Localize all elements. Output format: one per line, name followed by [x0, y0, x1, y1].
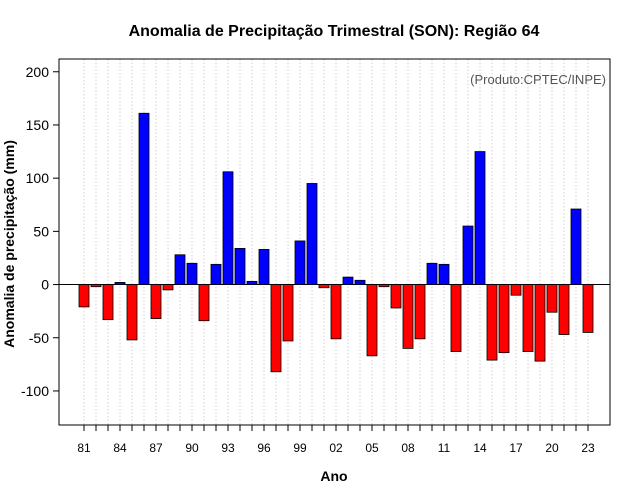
x-tick-label: 08: [401, 441, 415, 455]
bar-1987: [150, 284, 162, 320]
x-tick-label: 17: [509, 441, 523, 455]
x-tick-label: 96: [257, 441, 271, 455]
bar-2013: [462, 225, 474, 285]
bar-1982: [90, 284, 102, 288]
bar-1993: [222, 171, 234, 285]
bar-2011: [438, 263, 450, 285]
bar-2000: [306, 183, 318, 285]
bar-1999: [294, 240, 306, 285]
bar-2006: [378, 284, 390, 288]
y-tick-label: -100: [21, 383, 49, 399]
bar-1990: [186, 262, 198, 285]
y-tick-label: 200: [26, 64, 50, 80]
x-tick-label: 05: [365, 441, 379, 455]
x-tick-label: 23: [581, 441, 595, 455]
bar-2012: [450, 284, 462, 352]
bar-1984: [114, 282, 126, 285]
bar-2008: [402, 284, 414, 349]
bar-1998: [282, 284, 294, 342]
bar-1985: [126, 284, 138, 341]
bar-2022: [570, 208, 582, 285]
x-tick-label: 20: [545, 441, 559, 455]
bar-1997: [270, 284, 282, 373]
x-axis: 81 84 87 90 93 96 99 02 05 08 11 14 17 20 23: [77, 425, 595, 455]
y-axis-label: Anomalia de precipitação (mm): [1, 140, 17, 348]
bar-2016: [498, 284, 510, 354]
x-tick-label: 81: [77, 441, 91, 455]
bar-1986: [138, 112, 150, 285]
bar-2020: [546, 284, 558, 313]
x-tick-label: 99: [293, 441, 307, 455]
bar-2009: [414, 284, 426, 340]
bar-2007: [390, 284, 402, 309]
bar-1989: [174, 254, 186, 285]
bar-2015: [486, 284, 498, 361]
y-tick-label: 50: [33, 223, 49, 239]
bar-1995: [246, 280, 258, 285]
x-tick-label: 02: [329, 441, 343, 455]
bar-1988: [162, 284, 174, 291]
bar-1994: [234, 247, 246, 285]
x-tick-label: 84: [113, 441, 127, 455]
y-tick-label: 0: [41, 277, 49, 293]
x-axis-label: Ano: [320, 468, 347, 484]
y-tick-label: 100: [26, 170, 50, 186]
plot-frame: [58, 58, 611, 426]
bar-2003: [342, 276, 354, 285]
bar-1991: [198, 284, 210, 322]
bar-2023: [582, 284, 594, 333]
chart-title: Anomalia de Precipitação Trimestral (SON…: [129, 23, 540, 40]
bar-1992: [210, 263, 222, 285]
bar-1983: [102, 284, 114, 321]
x-tick-label: 90: [185, 441, 199, 455]
x-tick-label: 14: [473, 441, 487, 455]
bar-2002: [330, 284, 342, 340]
x-tick-label: 93: [221, 441, 235, 455]
bar-2014: [474, 151, 486, 285]
y-tick-label: 150: [26, 117, 50, 133]
bar-1996: [258, 249, 270, 285]
bar-2005: [366, 284, 378, 357]
bar-2021: [558, 284, 570, 335]
bar-2004: [354, 279, 366, 285]
bars-layer: [78, 112, 594, 373]
y-axis: -100 -50 0 50 100 150 200: [21, 64, 59, 399]
bar-2010: [426, 262, 438, 285]
bar-2019: [534, 284, 546, 362]
bar-2001: [318, 284, 330, 289]
x-tick-label: 11: [438, 441, 451, 455]
bar-2017: [510, 284, 522, 296]
bar-2018: [522, 284, 534, 352]
y-tick-label: -50: [29, 330, 49, 346]
credit-text: (Produto:CPTEC/INPE): [470, 72, 606, 87]
bar-1981: [78, 284, 90, 308]
x-tick-label: 87: [149, 441, 163, 455]
grid-layer: [83, 59, 589, 425]
